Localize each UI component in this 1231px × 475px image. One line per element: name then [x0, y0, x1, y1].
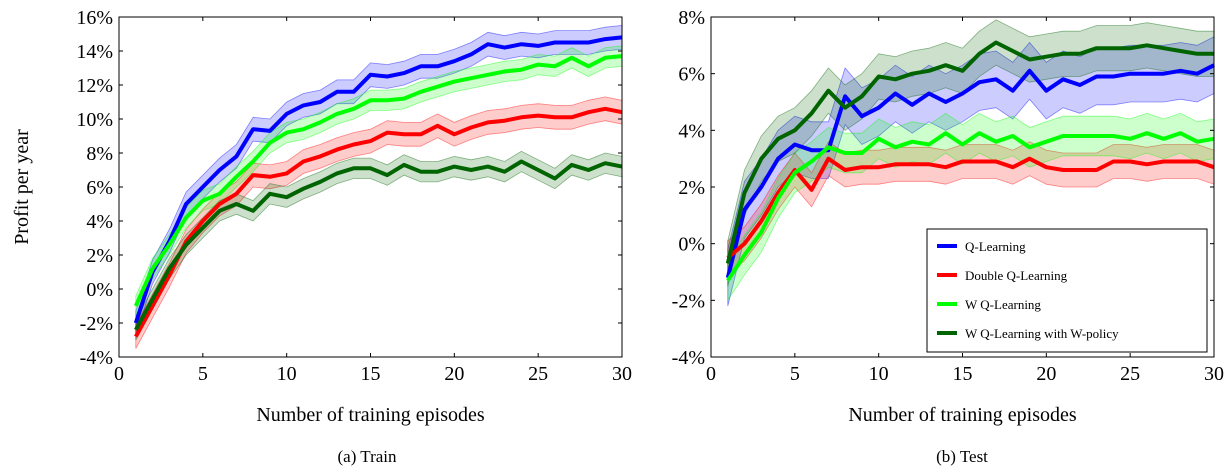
legend-label: Q-Learning [965, 239, 1026, 254]
x-tick-label: 20 [444, 363, 464, 385]
y-tick-label: 10% [76, 109, 113, 131]
series-line-3 [725, 40, 1214, 264]
y-tick-label: -2% [672, 290, 705, 312]
legend-label: W Q-Learning [965, 297, 1041, 312]
legend-label: W Q-Learning with W-policy [965, 326, 1119, 341]
y-tick-label: 8% [86, 143, 113, 165]
y-axis-label: Profit per year [11, 129, 33, 245]
legend-box [926, 228, 1208, 353]
x-tick-label: 5 [790, 363, 800, 385]
legend-label: Double Q-Learning [965, 268, 1068, 283]
legend: Q-Learning Double Q-Learning W Q-Learning W… [926, 228, 1208, 353]
y-tick-label: 6% [86, 177, 113, 199]
caption-test: (b) Test [936, 447, 988, 466]
y-tick-label: -2% [80, 313, 113, 335]
y-tick-label: 12% [76, 75, 113, 97]
y-tick-label: 0% [86, 279, 113, 301]
x-tick-label: 0 [706, 363, 716, 385]
series-line-1 [134, 106, 623, 338]
x-tick-label: 25 [528, 363, 548, 385]
y-tick-label: -4% [80, 347, 113, 369]
x-tick-label: 30 [1204, 363, 1224, 385]
x-tick-label: 0 [114, 363, 124, 385]
series-line-3 [134, 159, 623, 331]
x-tick-label: 30 [612, 363, 632, 385]
y-tick-label: 4% [678, 120, 705, 142]
y-tick-label: -4% [672, 347, 705, 369]
series-line-0 [133, 35, 623, 324]
x-axis-label: Number of training episodes [256, 404, 484, 426]
x-tick-label: 5 [198, 363, 208, 385]
x-tick-label: 10 [869, 363, 889, 385]
y-tick-label: 2% [678, 177, 705, 199]
series-line-2 [726, 131, 1215, 282]
y-tick-label: 4% [86, 211, 113, 233]
y-tick-label: 2% [86, 245, 113, 267]
y-tick-label: 6% [678, 64, 705, 86]
series-line-0 [725, 63, 1215, 279]
x-tick-label: 10 [277, 363, 297, 385]
y-tick-label: 14% [76, 41, 113, 63]
y-tick-label: 8% [678, 7, 705, 29]
x-tick-label: 20 [1036, 363, 1056, 385]
x-tick-label: 25 [1120, 363, 1140, 385]
y-tick-label: 16% [76, 7, 113, 29]
chart-test: 0 5 10 15 20 25 30 -4% -2% 0% 2% 4% 6% 8% Number of tr… [672, 7, 1224, 426]
caption-train: (a) Train [337, 447, 397, 466]
chart-train: 0 5 10 15 20 25 30 -4% -2% 0% 2% 4% 6% 8% 10% 12% 14% 16%… [11, 7, 632, 426]
x-tick-label: 15 [953, 363, 973, 385]
x-axis-label: Number of training episodes [848, 404, 1076, 426]
series-line-2 [133, 54, 623, 307]
series-line-1 [726, 156, 1215, 260]
y-tick-label: 0% [678, 234, 705, 256]
x-tick-label: 15 [361, 363, 381, 385]
